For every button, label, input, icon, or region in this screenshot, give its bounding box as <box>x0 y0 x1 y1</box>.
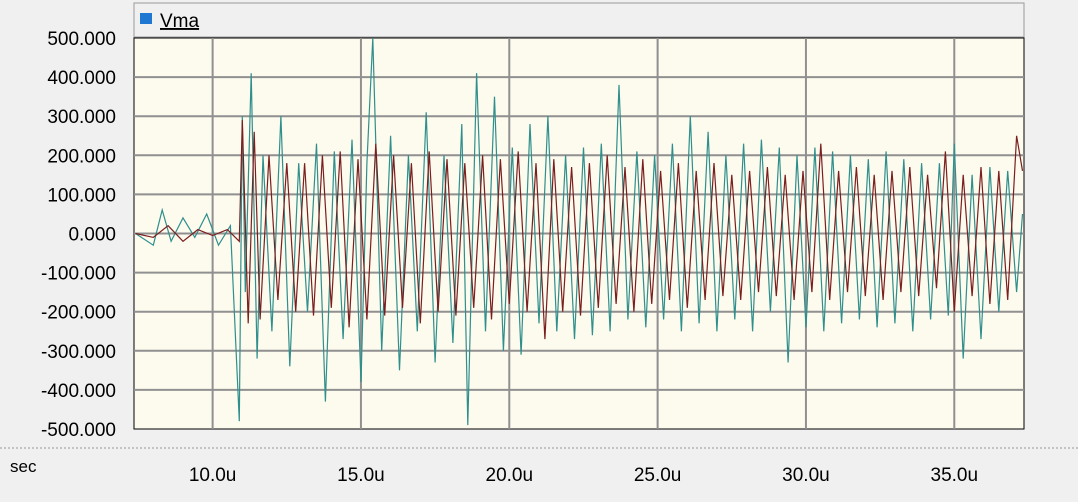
y-tick-label: -400.000 <box>41 381 116 402</box>
series-line-vma <box>135 37 1024 426</box>
y-tick-label: 400.000 <box>47 68 116 89</box>
y-tick-label: 100.000 <box>47 185 116 206</box>
x-tick-label: 15.0u <box>337 465 385 486</box>
y-tick-label: -200.000 <box>41 303 116 324</box>
legend-swatch-vma <box>140 13 152 24</box>
x-tick-label: 25.0u <box>634 465 682 486</box>
series-line-secondary <box>135 120 1024 340</box>
legend-label-vma[interactable]: Vma <box>160 11 200 32</box>
x-axis-band <box>134 450 1024 502</box>
y-tick-label: 300.000 <box>47 107 116 128</box>
y-tick-label: 200.000 <box>47 146 116 167</box>
series-lines <box>135 37 1024 426</box>
y-tick-label: 500.000 <box>47 29 116 50</box>
x-axis-tick-labels: 10.0u 15.0u 20.0u 25.0u 30.0u 35.0u <box>189 465 978 486</box>
legend-bar: Vma <box>133 2 1025 38</box>
y-tick-label: -100.000 <box>41 264 116 285</box>
x-tick-label: 10.0u <box>189 465 237 486</box>
x-tick-label: 35.0u <box>931 465 979 486</box>
y-axis-tick-labels: 500.000 400.000 300.000 200.000 100.000 0.000… <box>41 29 116 441</box>
x-tick-label: 30.0u <box>782 465 830 486</box>
legend-background <box>133 2 1025 38</box>
y-tick-label: -300.000 <box>41 342 116 363</box>
y-tick-label: 0.000 <box>68 225 116 246</box>
x-axis-unit-label: sec <box>10 457 37 476</box>
y-tick-label: -500.000 <box>41 420 116 441</box>
x-tick-label: 20.0u <box>486 465 534 486</box>
